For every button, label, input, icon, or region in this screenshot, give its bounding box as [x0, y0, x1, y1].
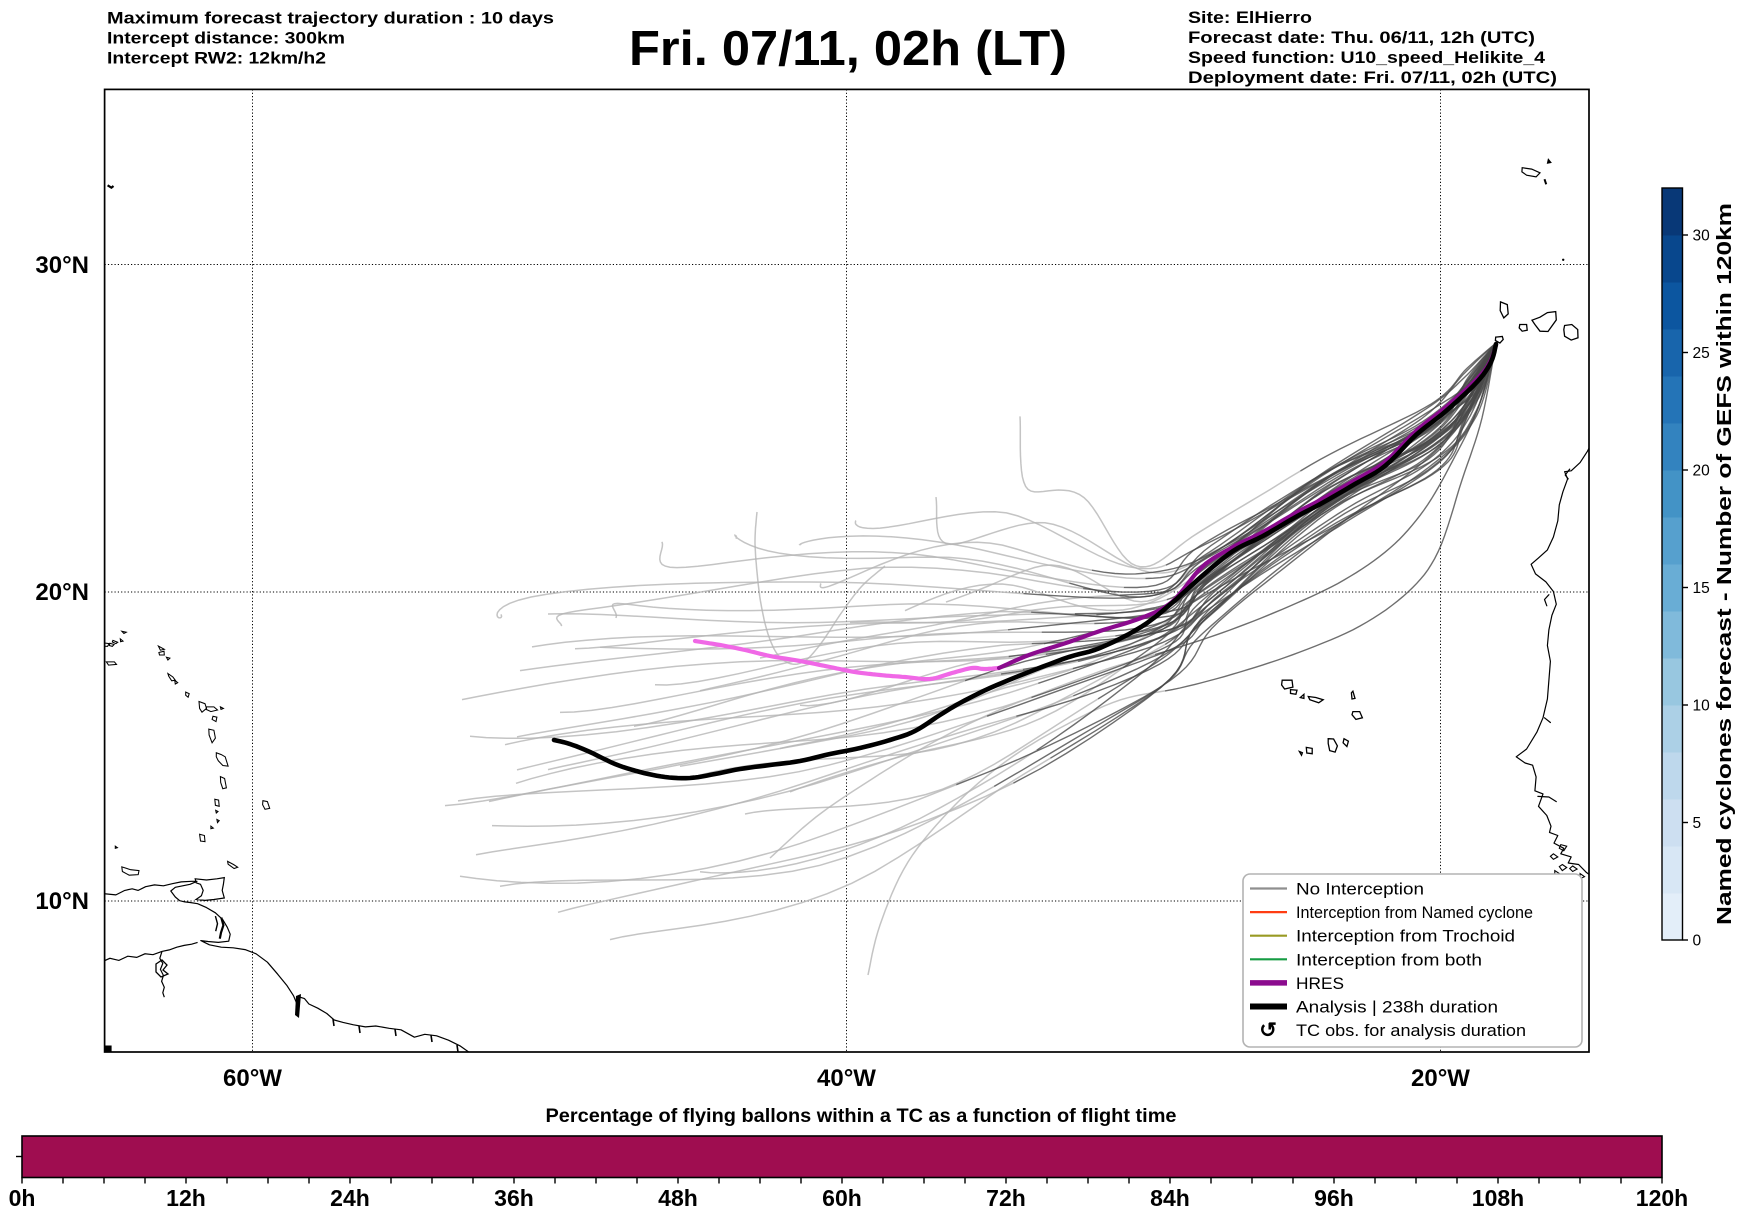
svg-text:Intercept distance: 300km: Intercept distance: 300km — [107, 29, 345, 48]
svg-text:48h: 48h — [658, 1185, 698, 1211]
svg-text:HRES: HRES — [1296, 975, 1344, 993]
svg-text:↺: ↺ — [1259, 1019, 1277, 1042]
svg-text:25: 25 — [1693, 345, 1710, 362]
svg-text:30°N: 30°N — [35, 252, 89, 279]
svg-text:Interception from both: Interception from both — [1296, 951, 1482, 969]
svg-text:Named cyclones forecast - Numb: Named cyclones forecast - Number of GEFS… — [1713, 203, 1736, 925]
svg-text:Maximum forecast trajectory du: Maximum forecast trajectory duration : 1… — [107, 9, 554, 28]
svg-text:40°W: 40°W — [817, 1065, 876, 1092]
svg-text:20: 20 — [1693, 463, 1711, 480]
svg-text:60°W: 60°W — [223, 1065, 282, 1092]
svg-text:TC obs. for analysis duration: TC obs. for analysis duration — [1296, 1022, 1526, 1040]
svg-text:0h: 0h — [9, 1185, 36, 1211]
svg-text:120h: 120h — [1636, 1185, 1688, 1211]
svg-text:Fri. 07/11, 02h (LT): Fri. 07/11, 02h (LT) — [629, 22, 1067, 76]
svg-text:84h: 84h — [1150, 1185, 1190, 1211]
svg-text:20°N: 20°N — [35, 579, 89, 606]
svg-text:60h: 60h — [822, 1185, 862, 1211]
svg-text:Speed function: U10_speed_Heli: Speed function: U10_speed_Helikite_4 — [1188, 48, 1546, 67]
svg-text:Intercept RW2: 12km/h2: Intercept RW2: 12km/h2 — [107, 49, 326, 68]
svg-text:Percentage of flying ballons w: Percentage of flying ballons within a TC… — [546, 1106, 1177, 1127]
svg-text:10°N: 10°N — [35, 888, 89, 915]
svg-text:Site: ElHierro: Site: ElHierro — [1188, 8, 1312, 27]
svg-text:96h: 96h — [1314, 1185, 1354, 1211]
svg-text:10: 10 — [1693, 698, 1711, 715]
svg-text:36h: 36h — [494, 1185, 534, 1211]
svg-text:Interception from Trochoid: Interception from Trochoid — [1296, 928, 1515, 946]
svg-text:108h: 108h — [1472, 1185, 1524, 1211]
svg-text:Forecast date: Thu. 06/11, 12h: Forecast date: Thu. 06/11, 12h (UTC) — [1188, 28, 1535, 47]
svg-text:Interception from Named cyclon: Interception from Named cyclone — [1296, 904, 1533, 922]
svg-text:12h: 12h — [166, 1185, 206, 1211]
svg-text:20°W: 20°W — [1411, 1065, 1470, 1092]
svg-text:0: 0 — [1693, 933, 1702, 950]
svg-text:15: 15 — [1693, 580, 1710, 597]
svg-text:No Interception: No Interception — [1296, 881, 1424, 899]
svg-text:30: 30 — [1693, 228, 1711, 245]
svg-text:Deployment date: Fri. 07/11, 0: Deployment date: Fri. 07/11, 02h (UTC) — [1188, 68, 1557, 87]
svg-text:24h: 24h — [330, 1185, 370, 1211]
svg-text:72h: 72h — [986, 1185, 1026, 1211]
svg-text:Analysis | 238h duration: Analysis | 238h duration — [1296, 999, 1498, 1017]
svg-text:5: 5 — [1693, 815, 1702, 832]
